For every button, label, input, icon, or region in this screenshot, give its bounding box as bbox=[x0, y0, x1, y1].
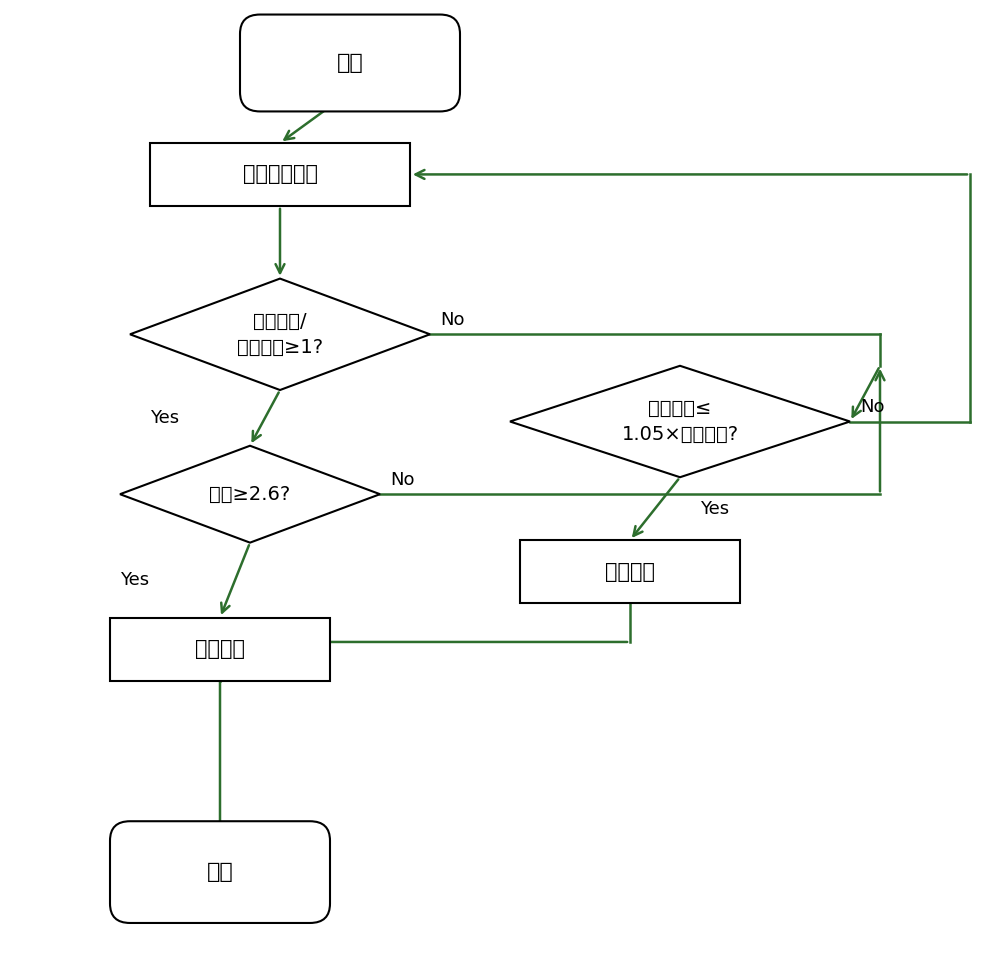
Bar bbox=[110, 618, 330, 681]
Text: 电流满载: 电流满载 bbox=[195, 640, 245, 659]
Text: 速度满载: 速度满载 bbox=[605, 562, 655, 581]
Text: 结束: 结束 bbox=[207, 862, 233, 882]
Text: No: No bbox=[390, 471, 415, 488]
Text: 读取运行电流: 读取运行电流 bbox=[242, 165, 318, 184]
Text: Yes: Yes bbox=[150, 409, 179, 427]
Bar bbox=[520, 541, 740, 603]
Text: Yes: Yes bbox=[700, 500, 729, 517]
FancyBboxPatch shape bbox=[110, 821, 330, 922]
Polygon shape bbox=[510, 366, 850, 478]
Text: 开始: 开始 bbox=[337, 53, 363, 73]
Text: 运行速度≤
1.05×喘振速度?: 运行速度≤ 1.05×喘振速度? bbox=[621, 399, 739, 444]
Text: 压比≥2.6?: 压比≥2.6? bbox=[209, 484, 291, 504]
Polygon shape bbox=[130, 279, 430, 390]
Text: Yes: Yes bbox=[120, 571, 149, 589]
Bar bbox=[150, 143, 410, 206]
Polygon shape bbox=[120, 446, 380, 543]
FancyBboxPatch shape bbox=[240, 15, 460, 111]
Text: 运行电流/
最大电流≥1?: 运行电流/ 最大电流≥1? bbox=[237, 312, 323, 357]
Text: No: No bbox=[440, 311, 465, 328]
Text: No: No bbox=[860, 398, 885, 416]
